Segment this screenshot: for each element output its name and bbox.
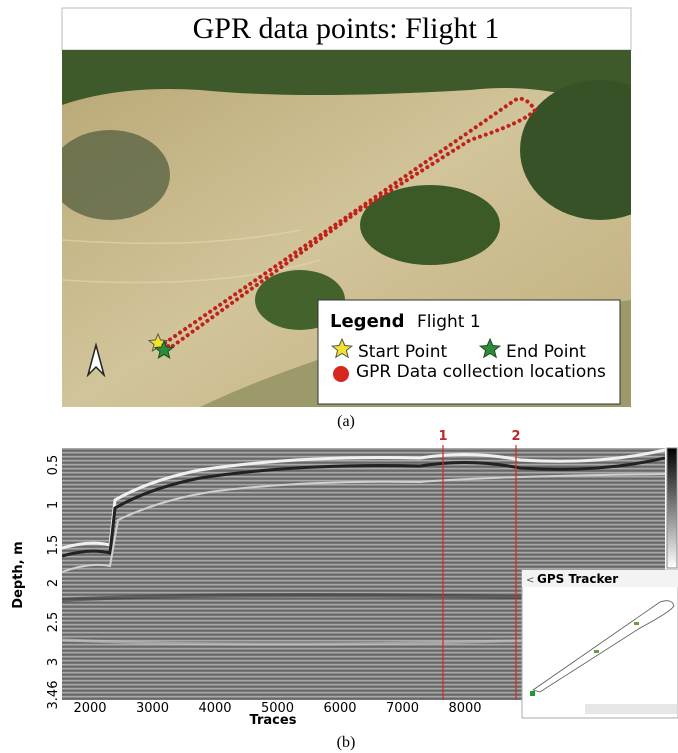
caption-b: (b) [337,734,356,751]
gps-window: GPS Tracker < [522,570,678,718]
inset-title: GPS Tracker [537,572,618,586]
colorbar [667,448,677,568]
y-tick-label: 0.5 [46,455,61,476]
x-tick-label: 6000 [323,701,356,716]
legend-gpr-wrap: GPR Data collection locations [356,363,616,405]
y-tick-label: 1 [46,501,61,509]
legend-end: End Point [506,342,586,362]
figure: GPR data points: Flight 1 Legend Flight … [0,0,678,753]
y-tick-label: 2.5 [46,612,61,633]
x-tick-label: 2000 [73,701,106,716]
caption-a: (a) [337,413,355,430]
x-tick-label: 4000 [198,701,231,716]
x-tick-label: 3000 [136,701,169,716]
panel-title: GPR data points: Flight 1 [193,12,500,45]
x-tick-label: 5000 [261,701,294,716]
legend-title: Legend [330,311,404,332]
y-tick-label: 1.5 [46,535,61,556]
marker-label: 2 [511,429,520,444]
x-tick-label: 7000 [386,701,419,716]
x-tick-label: 8000 [448,701,481,716]
y-axis-label: Depth, m [11,541,26,608]
legend-start: Start Point [358,342,447,362]
marker-label: 1 [438,429,447,444]
y-tick-label: 2 [46,579,61,587]
legend-subtitle: Flight 1 [417,312,481,332]
y-tick-label: 3.46 [46,681,61,710]
legend-gpr-icon [333,366,349,382]
svg-text:<: < [526,575,534,586]
page: GPR data points: Flight 1 Legend Flight … [0,0,678,753]
y-tick-label: 3 [46,658,61,666]
legend-gpr: GPR Data collection locations [356,363,616,381]
